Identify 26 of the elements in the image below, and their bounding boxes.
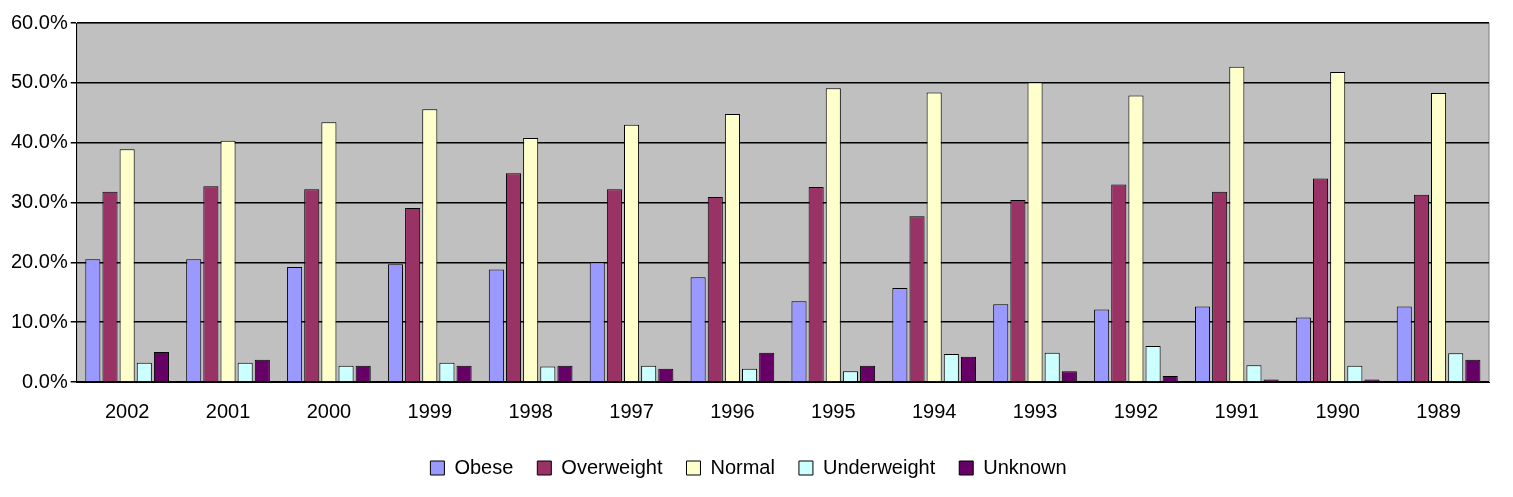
x-tick-label: 1997 [609,399,654,422]
y-tick-label: 60.0% [10,10,68,33]
x-tick-label: 1990 [1315,399,1360,422]
y-tick-label: 40.0% [10,130,68,153]
y-tick-label: 20.0% [10,249,68,272]
x-tick-label: 2000 [306,399,352,422]
x-tick-label: 1995 [811,399,856,422]
legend-label: Underweight [822,455,936,478]
x-tick-label: 1998 [508,399,553,422]
legend-label: Obese [454,455,514,478]
x-tick-label: 1994 [911,399,957,422]
x-tick-label: 1996 [710,399,755,422]
legend-label: Normal [710,455,775,478]
y-tick-label: 50.0% [10,70,68,93]
x-tick-label: 1991 [1214,399,1260,422]
x-tick-label: 1992 [1113,399,1159,422]
x-tick-label: 1989 [1416,399,1461,422]
legend-label: Unknown [983,455,1067,478]
y-tick-label: 30.0% [10,190,68,213]
x-tick-label: 2001 [205,399,251,422]
x-tick-label: 1993 [1012,399,1058,422]
legend-label: Overweight [561,455,663,478]
x-tick-label: 2002 [104,399,150,422]
y-tick-label: 0.0% [22,369,68,392]
y-tick-label: 10.0% [10,309,68,332]
x-tick-label: 1999 [407,399,453,422]
